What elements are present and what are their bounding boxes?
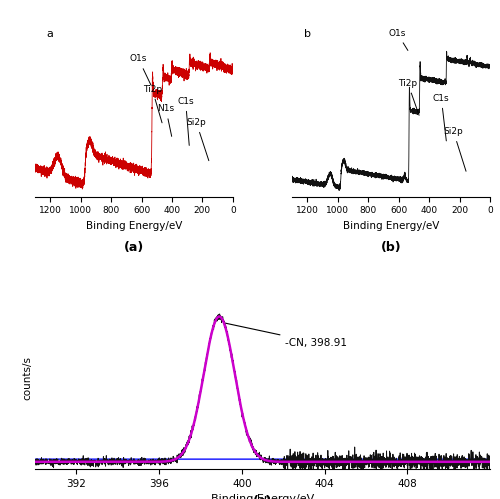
X-axis label: Binding Energy/eV: Binding Energy/eV: [86, 221, 182, 231]
Text: Si2p: Si2p: [186, 118, 209, 161]
Text: N1s: N1s: [158, 104, 174, 136]
Text: (b): (b): [381, 241, 402, 254]
Y-axis label: counts/s: counts/s: [22, 356, 32, 400]
X-axis label: Binding Energy/eV: Binding Energy/eV: [343, 221, 440, 231]
Text: O1s: O1s: [130, 54, 151, 85]
Text: Ti2p: Ti2p: [398, 79, 419, 115]
X-axis label: Binding Energy/eV: Binding Energy/eV: [211, 495, 314, 499]
Text: b: b: [304, 29, 311, 39]
Text: (c): (c): [253, 496, 272, 499]
Text: O1s: O1s: [388, 28, 408, 50]
Text: Ti2p: Ti2p: [142, 85, 162, 123]
Text: a: a: [47, 29, 54, 39]
Text: (a): (a): [124, 241, 144, 254]
Text: C1s: C1s: [433, 94, 450, 141]
Text: Si2p: Si2p: [444, 127, 466, 171]
Text: C1s: C1s: [178, 97, 194, 145]
Text: -CN, 398.91: -CN, 398.91: [224, 323, 348, 348]
